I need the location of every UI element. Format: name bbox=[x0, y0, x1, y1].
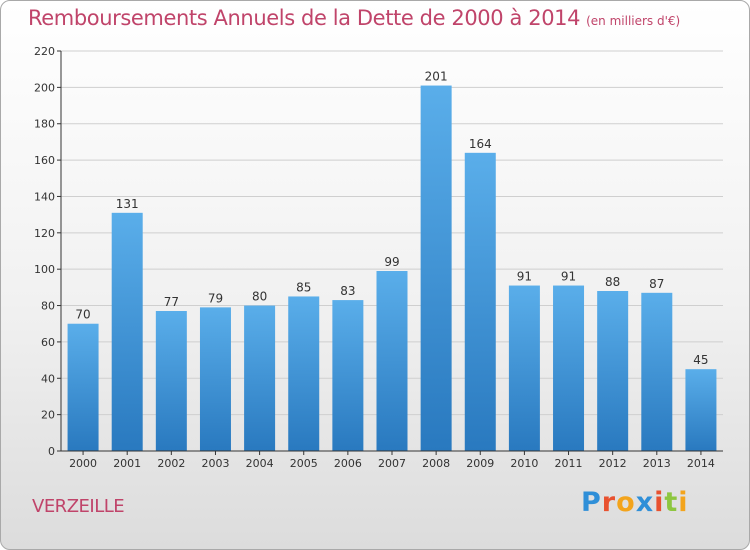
data-label: 87 bbox=[649, 277, 664, 291]
data-label: 164 bbox=[469, 137, 492, 151]
data-label: 99 bbox=[384, 255, 399, 269]
y-tick-label: 20 bbox=[41, 409, 55, 422]
bar bbox=[641, 292, 673, 451]
y-tick-label: 100 bbox=[34, 263, 55, 276]
x-tick-label: 2008 bbox=[422, 457, 450, 470]
data-label: 80 bbox=[252, 290, 267, 304]
bar bbox=[420, 85, 452, 451]
data-label: 77 bbox=[164, 295, 179, 309]
bar bbox=[155, 311, 187, 451]
x-tick-label: 2012 bbox=[599, 457, 627, 470]
x-tick-label: 2011 bbox=[555, 457, 583, 470]
commune-name: VERZEILLE bbox=[32, 496, 125, 517]
bar bbox=[111, 212, 143, 451]
x-tick-label: 2014 bbox=[687, 457, 715, 470]
y-tick-label: 40 bbox=[41, 372, 55, 385]
unit-label: (en milliers d'€) bbox=[586, 14, 681, 28]
bar bbox=[553, 285, 585, 451]
x-tick-label: 2004 bbox=[246, 457, 274, 470]
data-label: 85 bbox=[296, 280, 311, 294]
logo-letter: P bbox=[581, 487, 602, 518]
bar bbox=[332, 300, 364, 451]
x-tick-label: 2002 bbox=[157, 457, 185, 470]
data-label: 70 bbox=[75, 308, 90, 322]
x-tick-label: 2003 bbox=[201, 457, 229, 470]
bar bbox=[597, 291, 629, 451]
x-tick-label: 2013 bbox=[643, 457, 671, 470]
data-label: 88 bbox=[605, 275, 620, 289]
x-tick-label: 2000 bbox=[69, 457, 97, 470]
logo-letter: o bbox=[616, 487, 636, 518]
x-tick-label: 2005 bbox=[290, 457, 318, 470]
x-tick-label: 2007 bbox=[378, 457, 406, 470]
bar bbox=[244, 305, 276, 451]
chart-title: Remboursements Annuels de la Dette de 20… bbox=[28, 6, 680, 30]
x-tick-label: 2010 bbox=[510, 457, 538, 470]
bar bbox=[508, 285, 540, 451]
y-tick-label: 220 bbox=[34, 45, 55, 58]
y-tick-label: 80 bbox=[41, 300, 55, 313]
logo-letter: x bbox=[635, 487, 655, 518]
logo-letter: t bbox=[664, 487, 679, 518]
x-tick-label: 2001 bbox=[113, 457, 141, 470]
y-tick-label: 200 bbox=[34, 81, 55, 94]
bar bbox=[67, 323, 99, 451]
y-tick-label: 160 bbox=[34, 154, 55, 167]
logo-letter: i bbox=[678, 487, 689, 518]
logo-letter: r bbox=[601, 487, 617, 518]
bar bbox=[376, 271, 408, 451]
bar bbox=[464, 152, 496, 451]
chart-title-text: Remboursements Annuels de la Dette de 20… bbox=[28, 6, 581, 30]
logo-letter: i bbox=[654, 487, 665, 518]
data-label: 201 bbox=[425, 70, 448, 84]
y-tick-label: 120 bbox=[34, 227, 55, 240]
data-label: 45 bbox=[693, 353, 708, 367]
y-tick-label: 60 bbox=[41, 336, 55, 349]
bar bbox=[199, 307, 231, 451]
data-label: 83 bbox=[340, 284, 355, 298]
proxiti-logo: Proxiti bbox=[581, 487, 689, 518]
data-label: 131 bbox=[116, 197, 139, 211]
y-tick-label: 180 bbox=[34, 118, 55, 131]
x-tick-label: 2009 bbox=[466, 457, 494, 470]
data-label: 79 bbox=[208, 291, 223, 305]
bar bbox=[288, 296, 320, 451]
data-label: 91 bbox=[517, 270, 532, 284]
bar bbox=[685, 369, 717, 451]
x-tick-label: 2006 bbox=[334, 457, 362, 470]
y-tick-label: 140 bbox=[34, 190, 55, 203]
y-tick-label: 0 bbox=[48, 445, 55, 458]
data-label: 91 bbox=[561, 270, 576, 284]
